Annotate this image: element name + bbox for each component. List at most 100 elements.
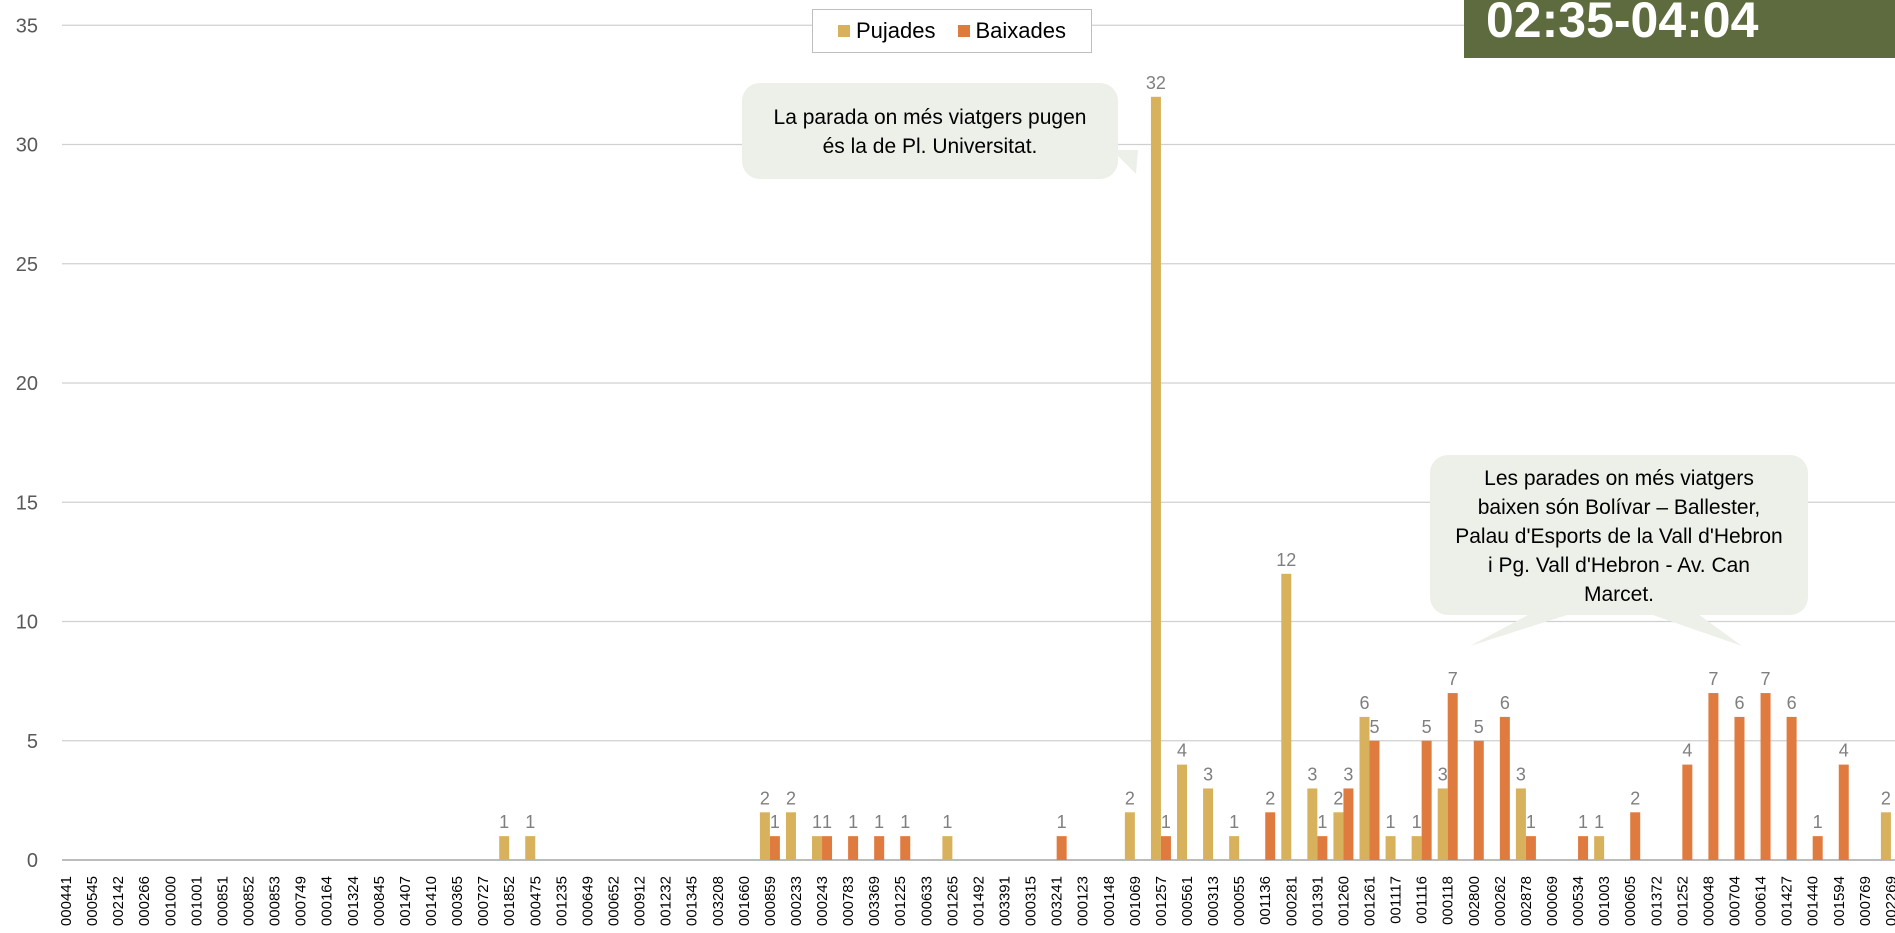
data-label-pujades: 1 (525, 812, 535, 832)
data-label-pujades: 2 (760, 788, 770, 808)
data-label-pujades: 1 (1229, 812, 1239, 832)
legend-swatch-pujades (837, 25, 850, 37)
x-tick-label: 001225 (892, 876, 909, 926)
data-label-baixades: 4 (1839, 741, 1849, 761)
bar-baixades (1708, 693, 1719, 860)
bar-baixades (848, 836, 859, 860)
x-tick-label: 000243 (814, 876, 831, 926)
x-tick-label: 001260 (1335, 876, 1352, 926)
x-tick-label: 001003 (1596, 876, 1613, 926)
x-tick-label: 000441 (58, 876, 75, 926)
bar-baixades (1160, 836, 1171, 860)
x-tick-label: 000164 (319, 876, 336, 926)
x-tick-label: 001265 (944, 876, 961, 926)
x-tick-label: 001410 (423, 876, 440, 926)
bar-baixades (1317, 836, 1328, 860)
data-label-pujades: 2 (1333, 788, 1343, 808)
bar-pujades (1515, 788, 1526, 860)
x-axis-ticks: 000441 000545 002142 000266 001000 001001 0008… (58, 876, 1895, 926)
data-label-pujades: 1 (1594, 812, 1604, 832)
y-tick-label: 20 (16, 373, 38, 395)
legend-label-pujades: Pujades (855, 18, 936, 43)
data-label-pujades: 32 (1146, 73, 1166, 93)
bar-baixades (1682, 764, 1693, 860)
x-tick-label: 000365 (449, 876, 466, 926)
x-tick-label: 000545 (84, 876, 101, 926)
x-tick-label: 001000 (162, 876, 179, 926)
x-tick-label: 000534 (1570, 876, 1587, 926)
x-tick-label: 000069 (1544, 876, 1561, 926)
data-label-baixades: 1 (1578, 812, 1588, 832)
x-tick-label: 002269 (1883, 876, 1895, 926)
x-tick-label: 000118 (1440, 876, 1457, 925)
bar-baixades (1578, 836, 1589, 860)
y-tick-label: 5 (27, 731, 38, 753)
data-label-baixades: 1 (1161, 812, 1171, 832)
x-tick-label: 000652 (605, 876, 622, 926)
data-label-pujades: 12 (1276, 550, 1296, 570)
data-label-pujades: 3 (1516, 764, 1526, 784)
data-label-baixades: 5 (1474, 717, 1484, 737)
x-tick-label: 000148 (1101, 876, 1118, 926)
data-label-baixades: 1 (1813, 812, 1823, 832)
x-tick-label: 002142 (110, 876, 127, 926)
x-tick-label: 001345 (684, 876, 701, 926)
data-label-baixades: 1 (1057, 812, 1067, 832)
bar-pujades (1594, 836, 1605, 860)
y-tick-label: 10 (16, 612, 38, 634)
gridlines (62, 24, 1895, 861)
bar-baixades (1473, 740, 1484, 860)
x-tick-label: 000055 (1231, 876, 1248, 926)
x-tick-label: 001324 (345, 876, 362, 926)
bar-baixades (822, 836, 833, 860)
x-tick-label: 001001 (188, 876, 205, 926)
x-tick-label: 000845 (371, 876, 388, 926)
data-label-baixades: 1 (1317, 812, 1327, 832)
x-tick-label: 001391 (1309, 876, 1326, 926)
bar-pujades (1124, 812, 1135, 860)
x-tick-label: 000605 (1622, 876, 1639, 926)
legend-item-pujades: Pujades (837, 18, 936, 44)
data-label-pujades: 4 (1177, 741, 1187, 761)
callout-baixades-text: Les parades on més viatgers baixen són B… (1455, 467, 1783, 606)
bar-pujades (1177, 764, 1188, 860)
bar-pujades (812, 836, 823, 860)
bar-baixades (1786, 716, 1797, 860)
x-tick-label: 001660 (736, 876, 753, 926)
data-label-baixades: 5 (1422, 717, 1432, 737)
bar-pujades (1307, 788, 1318, 860)
bar-baixades (1525, 836, 1536, 860)
data-label-pujades: 1 (942, 812, 952, 832)
bar-pujades (499, 836, 510, 860)
x-tick-label: 000851 (214, 876, 231, 926)
data-label-baixades: 1 (770, 812, 780, 832)
bars (499, 96, 1891, 861)
x-tick-label: 000262 (1492, 876, 1509, 926)
x-tick-label: 003369 (866, 876, 883, 926)
bar-baixades (874, 836, 885, 860)
bar-pujades (1437, 788, 1448, 860)
x-tick-label: 003208 (710, 876, 727, 926)
callout-pujades: La parada on més viatgers pugen és la de… (742, 83, 1118, 179)
data-label-baixades: 2 (1265, 788, 1275, 808)
legend-swatch-baixades (957, 25, 970, 37)
x-tick-label: 001252 (1674, 876, 1691, 926)
bar-baixades (1760, 693, 1771, 860)
data-label-pujades: 3 (1438, 764, 1448, 784)
x-tick-label: 001116 (1414, 876, 1431, 924)
callout-tail-baixades (1470, 614, 1742, 646)
x-tick-label: 000123 (1075, 876, 1092, 926)
bar-baixades (769, 836, 780, 860)
data-label-baixades: 6 (1500, 693, 1510, 713)
legend: Pujades Baixades (812, 9, 1092, 53)
data-label-baixades: 7 (1761, 669, 1771, 689)
data-label-baixades: 6 (1734, 693, 1744, 713)
bar-baixades (1421, 740, 1432, 860)
x-tick-label: 000852 (240, 876, 257, 926)
time-range-badge: 02:35-04:04 (1464, 0, 1895, 58)
data-label-baixades: 1 (1526, 812, 1536, 832)
x-tick-label: 001440 (1805, 876, 1822, 926)
y-tick-label: 0 (27, 850, 38, 872)
x-tick-label: 001852 (501, 876, 518, 926)
data-label-baixades: 2 (1630, 788, 1640, 808)
